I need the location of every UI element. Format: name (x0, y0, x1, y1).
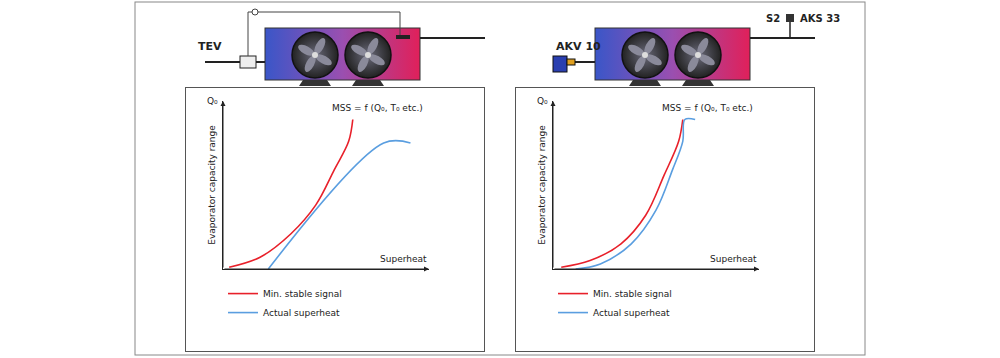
svg-text:Evaporator capacity range: Evaporator capacity range (537, 125, 547, 245)
svg-text:Min. stable signal: Min. stable signal (593, 289, 672, 299)
svg-text:Min. stable signal: Min. stable signal (263, 289, 342, 299)
svg-text:Q₀: Q₀ (537, 96, 548, 106)
svg-text:MSS = f (Q₀, T₀ etc.): MSS = f (Q₀, T₀ etc.) (662, 103, 753, 113)
svg-text:Q₀: Q₀ (207, 96, 218, 106)
svg-text:AKV 10: AKV 10 (556, 40, 601, 53)
svg-text:Actual superheat: Actual superheat (593, 308, 670, 318)
svg-text:Evaporator capacity range: Evaporator capacity range (207, 125, 217, 245)
svg-text:Superheat: Superheat (710, 254, 757, 264)
svg-text:AKS 33: AKS 33 (800, 13, 840, 24)
svg-text:MSS = f (Q₀, T₀ etc.): MSS = f (Q₀, T₀ etc.) (332, 103, 423, 113)
svg-text:S2: S2 (766, 13, 780, 24)
svg-text:Superheat: Superheat (380, 254, 427, 264)
svg-text:TEV: TEV (198, 40, 222, 53)
svg-text:Actual superheat: Actual superheat (263, 308, 340, 318)
